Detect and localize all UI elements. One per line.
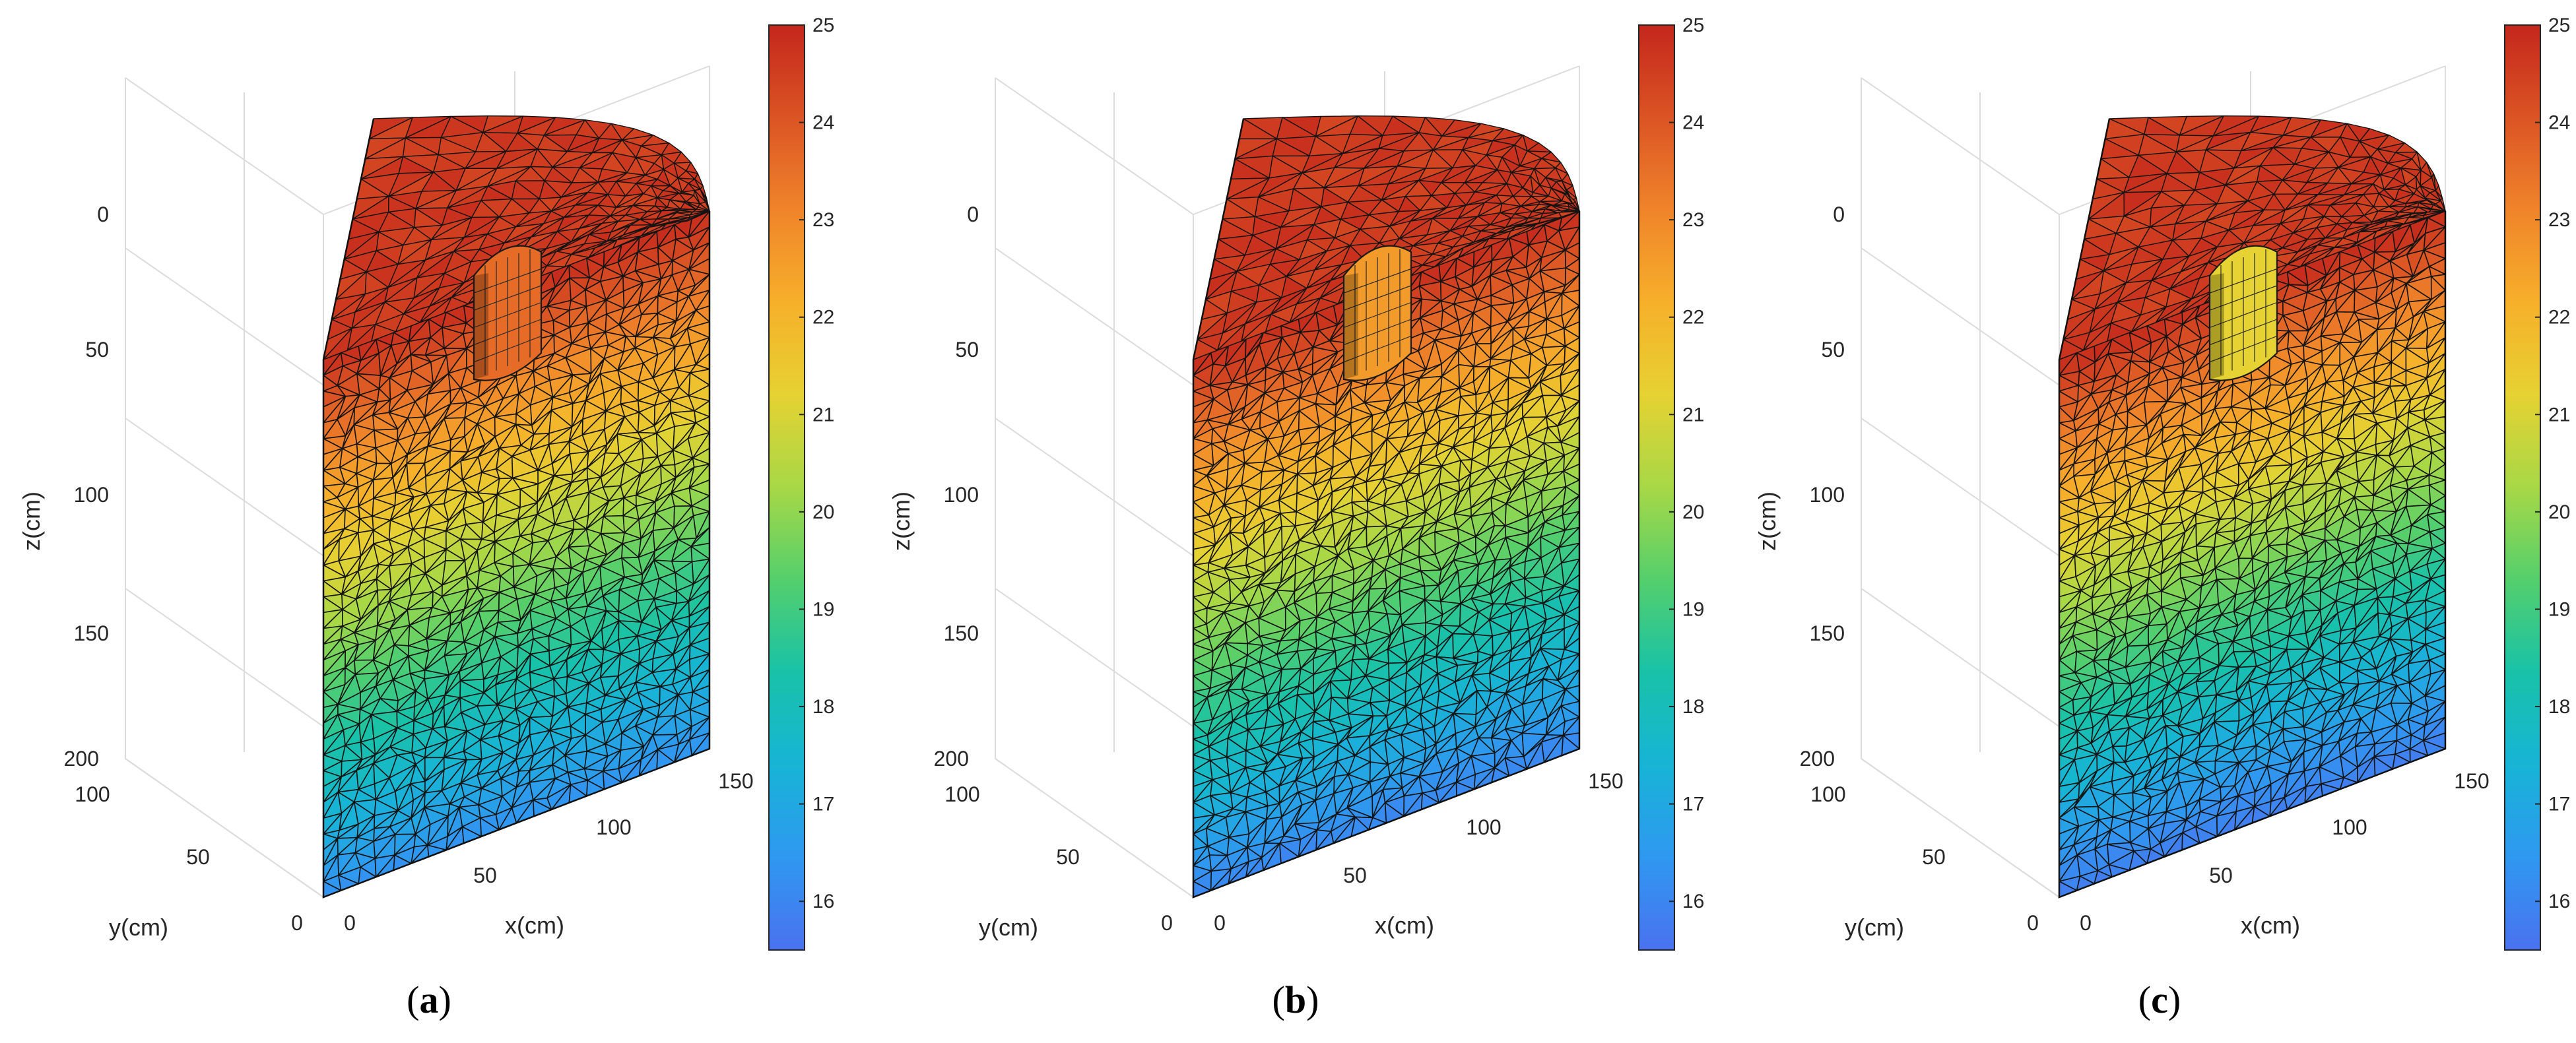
solid-outline [322, 118, 711, 899]
borehole [473, 245, 543, 381]
colorbar-tick-label: 23 [2548, 209, 2570, 231]
x-tick-label: 150 [718, 769, 753, 793]
y-tick-label: 0 [2027, 911, 2039, 935]
x-tick-label: 100 [596, 815, 631, 839]
top-surface [323, 115, 710, 360]
colorbar-tick-label: 16 [2548, 891, 2570, 912]
colorbar: 16 17 18 19 20 21 22 23 24 25 [1638, 15, 1704, 951]
y-tick-label: 0 [1161, 911, 1173, 935]
y-tick-label: 100 [944, 782, 979, 806]
y-tick-label: 50 [1056, 845, 1080, 869]
z-tick-label: 150 [944, 621, 979, 645]
y-tick-label: 50 [1922, 845, 1946, 869]
z-tick-label: 200 [934, 747, 969, 771]
x-tick-label: 0 [344, 911, 356, 935]
z-tick-label: 100 [1810, 483, 1845, 507]
z-tick-label: 150 [1810, 621, 1845, 645]
x-tick-label: 0 [2080, 911, 2092, 935]
plot-panel-a: 0 50 100 150 200 z(cm) 0 50 100 150 x(cm) 0 50 100 y(c… [18, 15, 834, 1021]
colorbar-tick-label: 23 [812, 209, 834, 231]
x-tick-label: 50 [2209, 864, 2233, 887]
y-tick-label: 100 [75, 782, 110, 806]
colorbar-tick-label: 25 [812, 15, 834, 36]
colorbar-gradient [1638, 24, 1675, 951]
y-tick-label: 50 [186, 845, 210, 869]
colorbar-tick-label: 19 [812, 598, 834, 620]
x-axis-label: x(cm) [2241, 912, 2300, 939]
panel-label: (a) [407, 978, 451, 1021]
y-tick-label: 100 [1810, 782, 1845, 806]
colorbar-gradient [768, 24, 805, 951]
colorbar-tick-label: 22 [1682, 307, 1704, 329]
colorbar-tick-label: 17 [1682, 794, 1704, 815]
colorbar-tick-label: 17 [812, 794, 834, 815]
x-tick-label: 100 [2332, 815, 2367, 839]
colorbar-tick-label: 24 [2548, 112, 2570, 134]
colorbar-tick-label: 25 [2548, 15, 2570, 36]
colorbar-tick-label: 18 [1682, 696, 1704, 718]
colorbar-tick-label: 19 [2548, 598, 2570, 620]
colorbar-tick-label: 20 [812, 501, 834, 523]
panel-label: (c) [2138, 978, 2181, 1021]
z-tick-label: 0 [97, 203, 109, 226]
colorbar: 16 17 18 19 20 21 22 23 24 25 [768, 15, 834, 951]
colorbar-tick-label: 21 [2548, 404, 2570, 426]
x-tick-label: 100 [1466, 815, 1501, 839]
colorbar-tick-label: 20 [1682, 501, 1704, 523]
z-tick-label: 150 [74, 621, 109, 645]
z-tick-label: 200 [1800, 747, 1835, 771]
colorbar-tick-label: 24 [812, 112, 834, 134]
temperature-mesh [1193, 210, 1580, 898]
colorbar-tick-label: 21 [812, 404, 834, 426]
z-tick-label: 50 [85, 338, 109, 362]
borehole [2208, 245, 2278, 381]
colorbar-tick-label: 23 [1682, 209, 1704, 231]
z-tick-label: 200 [64, 747, 99, 771]
z-axis-label: z(cm) [18, 491, 45, 551]
x-axis-label: x(cm) [505, 912, 564, 939]
colorbar-tick-label: 18 [812, 696, 834, 718]
colorbar-tick-label: 24 [1682, 112, 1704, 134]
solid-outline [1192, 118, 1581, 899]
colorbar-tick-label: 19 [1682, 598, 1704, 620]
colorbar: 16 17 18 19 20 21 22 23 24 25 [2504, 15, 2570, 951]
plot-panel-c: 0 50 100 150 200 z(cm) 0 50 100 150 x(cm) 0 50 100 y(c… [1754, 15, 2570, 1021]
colorbar-tick-label: 22 [812, 307, 834, 329]
colorbar-gradient [2504, 24, 2541, 951]
x-tick-label: 50 [1343, 864, 1367, 887]
z-axis-label: z(cm) [888, 491, 915, 551]
panel-label: (b) [1272, 978, 1319, 1021]
colorbar-tick-label: 16 [812, 891, 834, 912]
x-tick-label: 150 [2454, 769, 2489, 793]
borehole [1342, 245, 1412, 381]
z-tick-label: 0 [967, 203, 979, 226]
temperature-mesh [2059, 210, 2446, 898]
colorbar-tick-label: 17 [2548, 794, 2570, 815]
z-tick-label: 0 [1833, 203, 1845, 226]
z-tick-label: 50 [1821, 338, 1845, 362]
y-axis-label: y(cm) [1845, 914, 1904, 941]
x-tick-label: 150 [1588, 769, 1623, 793]
z-axis-label: z(cm) [1754, 491, 1781, 551]
z-tick-label: 50 [955, 338, 979, 362]
colorbar-tick-label: 16 [1682, 891, 1704, 912]
colorbar-tick-label: 25 [1682, 15, 1704, 36]
x-tick-label: 50 [473, 864, 497, 887]
y-tick-label: 0 [291, 911, 303, 935]
colorbar-tick-label: 20 [2548, 501, 2570, 523]
y-axis-label: y(cm) [979, 914, 1038, 941]
colorbar-tick-label: 21 [1682, 404, 1704, 426]
colorbar-tick-label: 22 [2548, 307, 2570, 329]
x-axis-label: x(cm) [1375, 912, 1434, 939]
z-tick-label: 100 [944, 483, 979, 507]
solid-outline [2058, 118, 2447, 899]
x-tick-label: 0 [1214, 911, 1226, 935]
plot-panel-b: 0 50 100 150 200 z(cm) 0 50 100 150 x(cm) 0 50 100 y(c… [888, 15, 1704, 1021]
colorbar-tick-label: 18 [2548, 696, 2570, 718]
z-tick-label: 100 [74, 483, 109, 507]
y-axis-label: y(cm) [109, 914, 168, 941]
